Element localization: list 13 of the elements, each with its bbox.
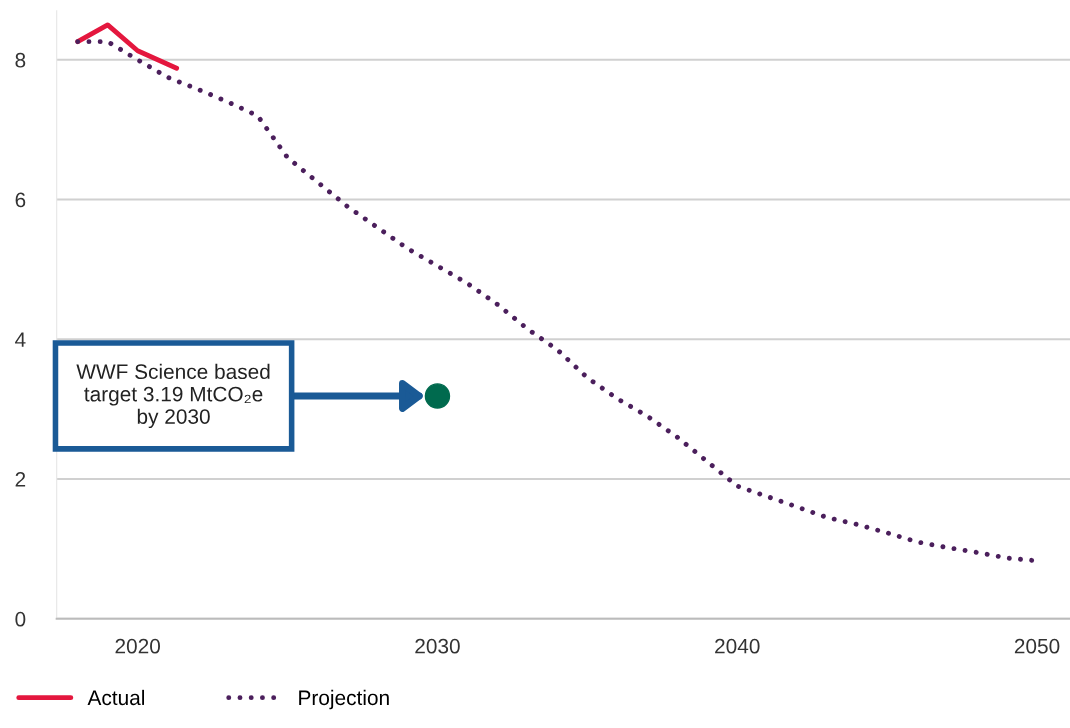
line-series: [75, 22, 180, 71]
y-tick-label: 6: [15, 192, 26, 208]
annotation: WWF Science based target 3.19 MtCO₂e by 2030: [76, 363, 270, 429]
x-tick-label: 2020: [115, 638, 161, 654]
x-tick-label: 2040: [715, 638, 760, 654]
x-tick-label: 2030: [415, 638, 460, 654]
legend-label: Projection: [299, 689, 389, 710]
y-tick-label: 0: [15, 611, 26, 627]
legend-label: Actual: [87, 689, 145, 706]
x-tick-label: 2050: [1014, 638, 1060, 654]
y-tick-label: 2: [15, 472, 26, 487]
y-tick-label: 4: [15, 332, 26, 347]
y-tick-label: 8: [15, 52, 26, 68]
